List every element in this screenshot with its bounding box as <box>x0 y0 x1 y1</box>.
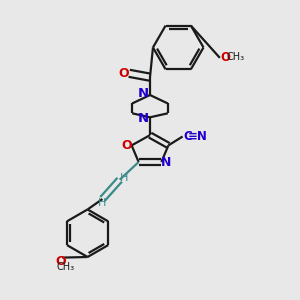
Text: CH₃: CH₃ <box>57 262 75 272</box>
Text: O: O <box>118 67 129 80</box>
Text: N: N <box>138 112 149 125</box>
Text: H: H <box>98 199 106 208</box>
Text: N: N <box>161 156 171 169</box>
Text: ≡N: ≡N <box>188 130 208 143</box>
Text: O: O <box>121 139 132 152</box>
Text: N: N <box>138 87 149 100</box>
Text: O: O <box>220 51 230 64</box>
Text: C: C <box>184 130 193 143</box>
Text: CH₃: CH₃ <box>226 52 244 62</box>
Text: O: O <box>56 255 66 268</box>
Text: H: H <box>120 173 129 183</box>
